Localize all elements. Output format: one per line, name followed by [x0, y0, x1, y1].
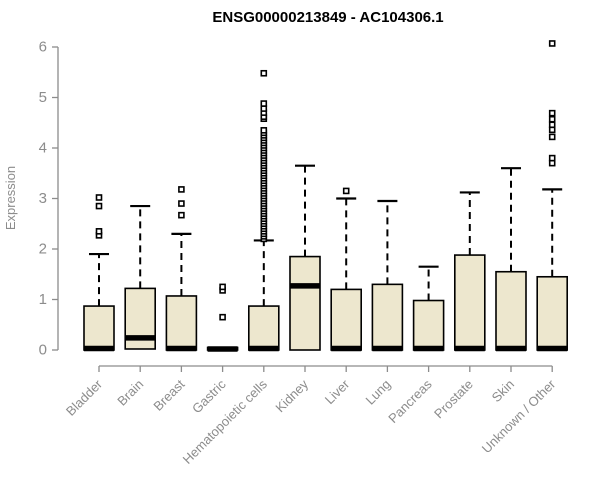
x-tick-label: Breast	[150, 376, 187, 413]
outlier-point	[260, 69, 268, 77]
iqr-box	[495, 270, 527, 351]
outlier-point	[178, 186, 185, 193]
x-tick-label: Skin	[489, 377, 517, 405]
outlier-point	[260, 105, 268, 112]
y-tick-label: 1	[39, 291, 47, 308]
y-tick-label: 2	[39, 241, 47, 258]
box-gastric	[206, 283, 239, 352]
box-bladder	[83, 194, 115, 352]
y-tick-label: 6	[39, 39, 47, 56]
outlier-point	[548, 126, 556, 134]
box-kidney	[289, 164, 321, 351]
iqr-box	[371, 283, 404, 351]
iqr-box	[165, 295, 198, 351]
box-unknown-other	[536, 40, 569, 352]
outlier-point	[178, 211, 185, 219]
outlier-point	[178, 200, 185, 207]
y-tick-label: 3	[39, 190, 47, 207]
x-tick-label: Unknown / Other	[479, 376, 559, 456]
outlier-point	[95, 202, 103, 210]
iqr-box	[453, 254, 486, 351]
chart-title: ENSG00000213849 - AC104306.1	[212, 9, 443, 26]
outlier-point	[342, 187, 350, 195]
x-tick-label: Gastric	[189, 376, 229, 416]
outlier-point	[95, 228, 103, 235]
outlier-point	[548, 115, 556, 123]
x-tick-label: Pancreas	[385, 376, 435, 426]
iqr-box	[289, 255, 321, 351]
y-tick-label: 4	[39, 140, 47, 157]
outlier-point	[548, 109, 556, 117]
box-lung	[371, 199, 404, 352]
box-breast	[165, 186, 198, 352]
x-tick-label: Lung	[362, 377, 393, 408]
outlier-point	[219, 313, 226, 321]
y-tick-label: 5	[39, 89, 47, 106]
box-prostate	[453, 191, 486, 352]
iqr-box	[83, 305, 115, 351]
outlier-point	[219, 283, 226, 291]
outlier-point	[260, 100, 268, 107]
y-axis: 0 1 2 3 4 5 6	[39, 39, 59, 359]
box-pancreas	[412, 265, 445, 352]
outlier-point	[548, 40, 556, 47]
y-tick-label: 0	[39, 342, 47, 359]
box-liver	[330, 187, 363, 352]
plot-area: 0 1 2 3 4 5 6 Bladder Brain Breast GastricHematopo…	[39, 39, 569, 467]
outlier-point	[548, 154, 556, 162]
x-tick-label: Bladder	[63, 376, 106, 419]
iqr-box	[536, 275, 569, 351]
box-skin	[495, 167, 527, 352]
iqr-box	[412, 299, 445, 351]
x-tick-label: Prostate	[431, 377, 476, 422]
outlier-point	[95, 194, 103, 201]
x-tick-label: Liver	[322, 376, 353, 407]
x-tick-label: Kidney	[272, 376, 311, 415]
box-brain	[124, 204, 156, 350]
outlier-point	[548, 121, 556, 129]
outlier-point	[260, 127, 268, 134]
iqr-box	[248, 305, 280, 351]
y-axis-title: Expression	[3, 166, 18, 230]
x-tick-label: Brain	[114, 377, 146, 409]
outlier-point	[548, 133, 556, 141]
box-hematopoietic-cells	[248, 69, 280, 352]
iqr-box	[330, 288, 363, 351]
